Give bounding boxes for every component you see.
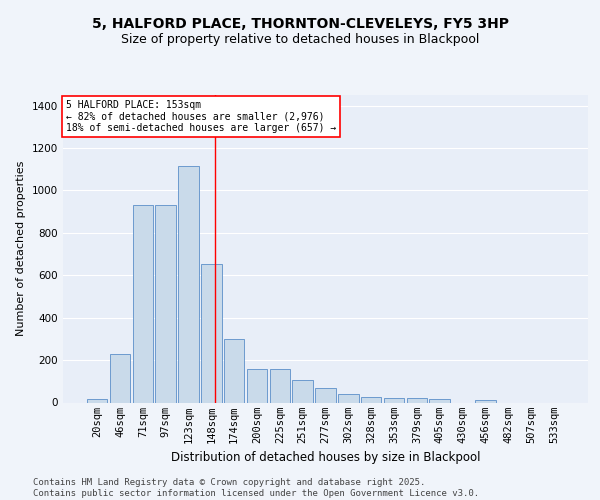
X-axis label: Distribution of detached houses by size in Blackpool: Distribution of detached houses by size … [171,451,480,464]
Text: Size of property relative to detached houses in Blackpool: Size of property relative to detached ho… [121,32,479,46]
Bar [178,166,199,402]
Bar [361,397,382,402]
Bar [110,354,130,403]
Bar [338,394,359,402]
Bar [315,388,336,402]
Bar [475,400,496,402]
Text: 5 HALFORD PLACE: 153sqm
← 82% of detached houses are smaller (2,976)
18% of semi: 5 HALFORD PLACE: 153sqm ← 82% of detache… [65,100,336,133]
Bar [292,380,313,402]
Text: Contains HM Land Registry data © Crown copyright and database right 2025.
Contai: Contains HM Land Registry data © Crown c… [33,478,479,498]
Bar [201,264,221,402]
Y-axis label: Number of detached properties: Number of detached properties [16,161,26,336]
Bar [247,368,267,402]
Bar [384,398,404,402]
Bar [224,339,244,402]
Bar [133,206,153,402]
Text: 5, HALFORD PLACE, THORNTON-CLEVELEYS, FY5 3HP: 5, HALFORD PLACE, THORNTON-CLEVELEYS, FY… [91,18,509,32]
Bar [269,368,290,402]
Bar [87,400,107,402]
Bar [407,398,427,402]
Bar [430,400,450,402]
Bar [155,206,176,402]
